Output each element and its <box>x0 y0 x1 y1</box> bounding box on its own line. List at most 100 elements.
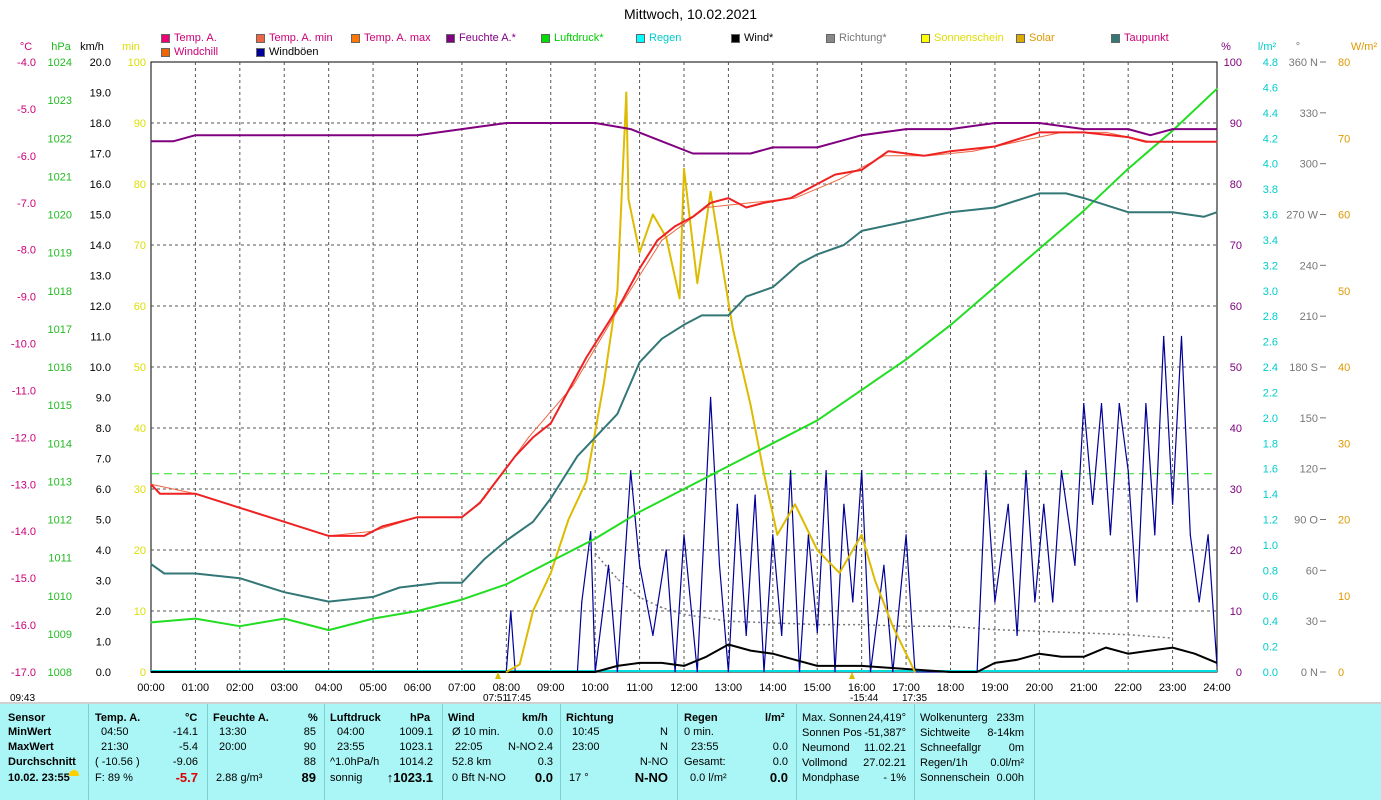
data-point <box>794 659 796 661</box>
data-point <box>1136 601 1138 603</box>
tick-label-temp: -15.0 <box>11 573 36 585</box>
tick-label-time: 05:00 <box>359 682 387 694</box>
tick-label-wind: 1.0 <box>96 637 111 649</box>
legend-item: Sonnenschein <box>921 32 1004 44</box>
row-label-now: 10.02. 23:55 <box>8 772 70 784</box>
press-avg-value: 1014.2 <box>399 756 433 768</box>
tick-label-pressure: 1009 <box>48 629 72 641</box>
data-point <box>372 596 374 598</box>
data-point <box>838 572 841 574</box>
data-point <box>1038 122 1040 124</box>
data-point <box>905 668 907 670</box>
data-point <box>510 610 512 612</box>
dir-now-value: N-NO <box>634 770 668 785</box>
data-point <box>328 629 330 631</box>
data-point <box>1083 128 1085 130</box>
temp-now-feel: F: 89 % <box>95 772 133 784</box>
tick-label-time: 01:00 <box>182 682 210 694</box>
data-point <box>399 586 401 589</box>
axis-unit-pressure: hPa <box>51 41 71 53</box>
tick-label-time: 13:00 <box>715 682 743 694</box>
data-point <box>1038 131 1040 133</box>
data-point <box>736 503 738 505</box>
data-point <box>661 140 663 142</box>
astro-value: 27.02.21 <box>863 757 906 769</box>
legend-item: Regen <box>636 32 681 44</box>
tick-label-time: 07:00 <box>448 682 476 694</box>
data-point <box>1216 141 1218 143</box>
weather-forecast: sonnig <box>330 772 363 784</box>
data-point <box>1127 653 1129 655</box>
tick-label-time: 15:00 <box>803 682 831 694</box>
data-point <box>710 396 712 399</box>
legend-swatch <box>731 33 740 43</box>
tick-label-pressure: 1014 <box>48 438 72 450</box>
tick-label-pressure: 1008 <box>48 667 72 679</box>
tick-label-rain: 0.2 <box>1263 642 1278 654</box>
tick-label-humidity: 100 <box>1224 57 1242 69</box>
data-point <box>194 572 196 575</box>
tick-label-direction: 60 <box>1306 565 1318 577</box>
tick-label-direction: 300 <box>1300 159 1318 171</box>
data-point <box>532 436 534 438</box>
temp-now-value: -5.7 <box>175 770 198 785</box>
data-point <box>1105 647 1107 649</box>
tick-label-wind: 18.0 <box>90 118 111 130</box>
data-point <box>994 629 996 631</box>
press-min-value: 1009.1 <box>399 726 433 738</box>
series-line-richtung <box>594 552 1173 639</box>
data-point <box>949 625 952 627</box>
data-point <box>461 128 463 130</box>
data-point <box>1083 197 1085 199</box>
temp-avg-extra: ( -10.56 ) <box>95 756 140 768</box>
data-point <box>949 211 952 213</box>
data-point <box>1083 403 1085 405</box>
tick-label-temp: -16.0 <box>11 620 36 632</box>
legend-swatch <box>826 33 835 43</box>
data-point <box>790 197 792 199</box>
data-point <box>772 286 774 288</box>
data-point <box>639 564 641 566</box>
data-point <box>1172 647 1174 649</box>
tick-label-wind: 6.0 <box>96 484 111 496</box>
tick-label-wind: 20.0 <box>90 57 111 69</box>
data-point <box>661 338 663 340</box>
tick-label-wind: 9.0 <box>96 393 111 405</box>
data-point <box>914 671 916 673</box>
data-point <box>838 178 841 180</box>
tick-label-direction: 270 W <box>1286 210 1318 222</box>
data-point <box>794 197 796 199</box>
data-point <box>1038 192 1040 194</box>
legend-item: Temp. A. min <box>256 32 333 44</box>
data-point <box>150 483 152 485</box>
data-point <box>576 455 579 457</box>
data-point <box>150 563 152 565</box>
data-point <box>994 206 996 209</box>
data-point <box>949 324 952 326</box>
wind-avg10-value: 0.0 <box>537 726 553 738</box>
data-point <box>1216 88 1218 90</box>
tick-label-time: 21:00 <box>1070 682 1098 694</box>
data-point <box>514 455 516 457</box>
data-point <box>1034 601 1036 603</box>
data-point <box>772 146 774 148</box>
tick-label-pressure: 1020 <box>48 210 72 222</box>
tick-label-direction: 0 N <box>1301 667 1318 679</box>
tick-label-direction: 210 <box>1300 311 1318 323</box>
dir-min-time: 10:45 <box>572 726 600 738</box>
data-point <box>1083 632 1085 634</box>
tick-label-direction: 240 <box>1300 260 1318 272</box>
tick-label-direction: 120 <box>1300 464 1318 476</box>
data-point <box>550 422 552 424</box>
legend-label: Regen <box>649 32 682 44</box>
tick-label-pressure: 1010 <box>48 591 72 603</box>
data-point <box>590 531 592 533</box>
data-point <box>1016 659 1018 661</box>
tick-label-time: 10:00 <box>581 682 609 694</box>
data-point <box>723 274 725 277</box>
temp-unit: °C <box>185 712 198 724</box>
data-point <box>1118 403 1120 405</box>
tick-label-rain: 4.2 <box>1263 133 1278 145</box>
data-point <box>550 572 552 574</box>
data-point <box>283 618 285 620</box>
